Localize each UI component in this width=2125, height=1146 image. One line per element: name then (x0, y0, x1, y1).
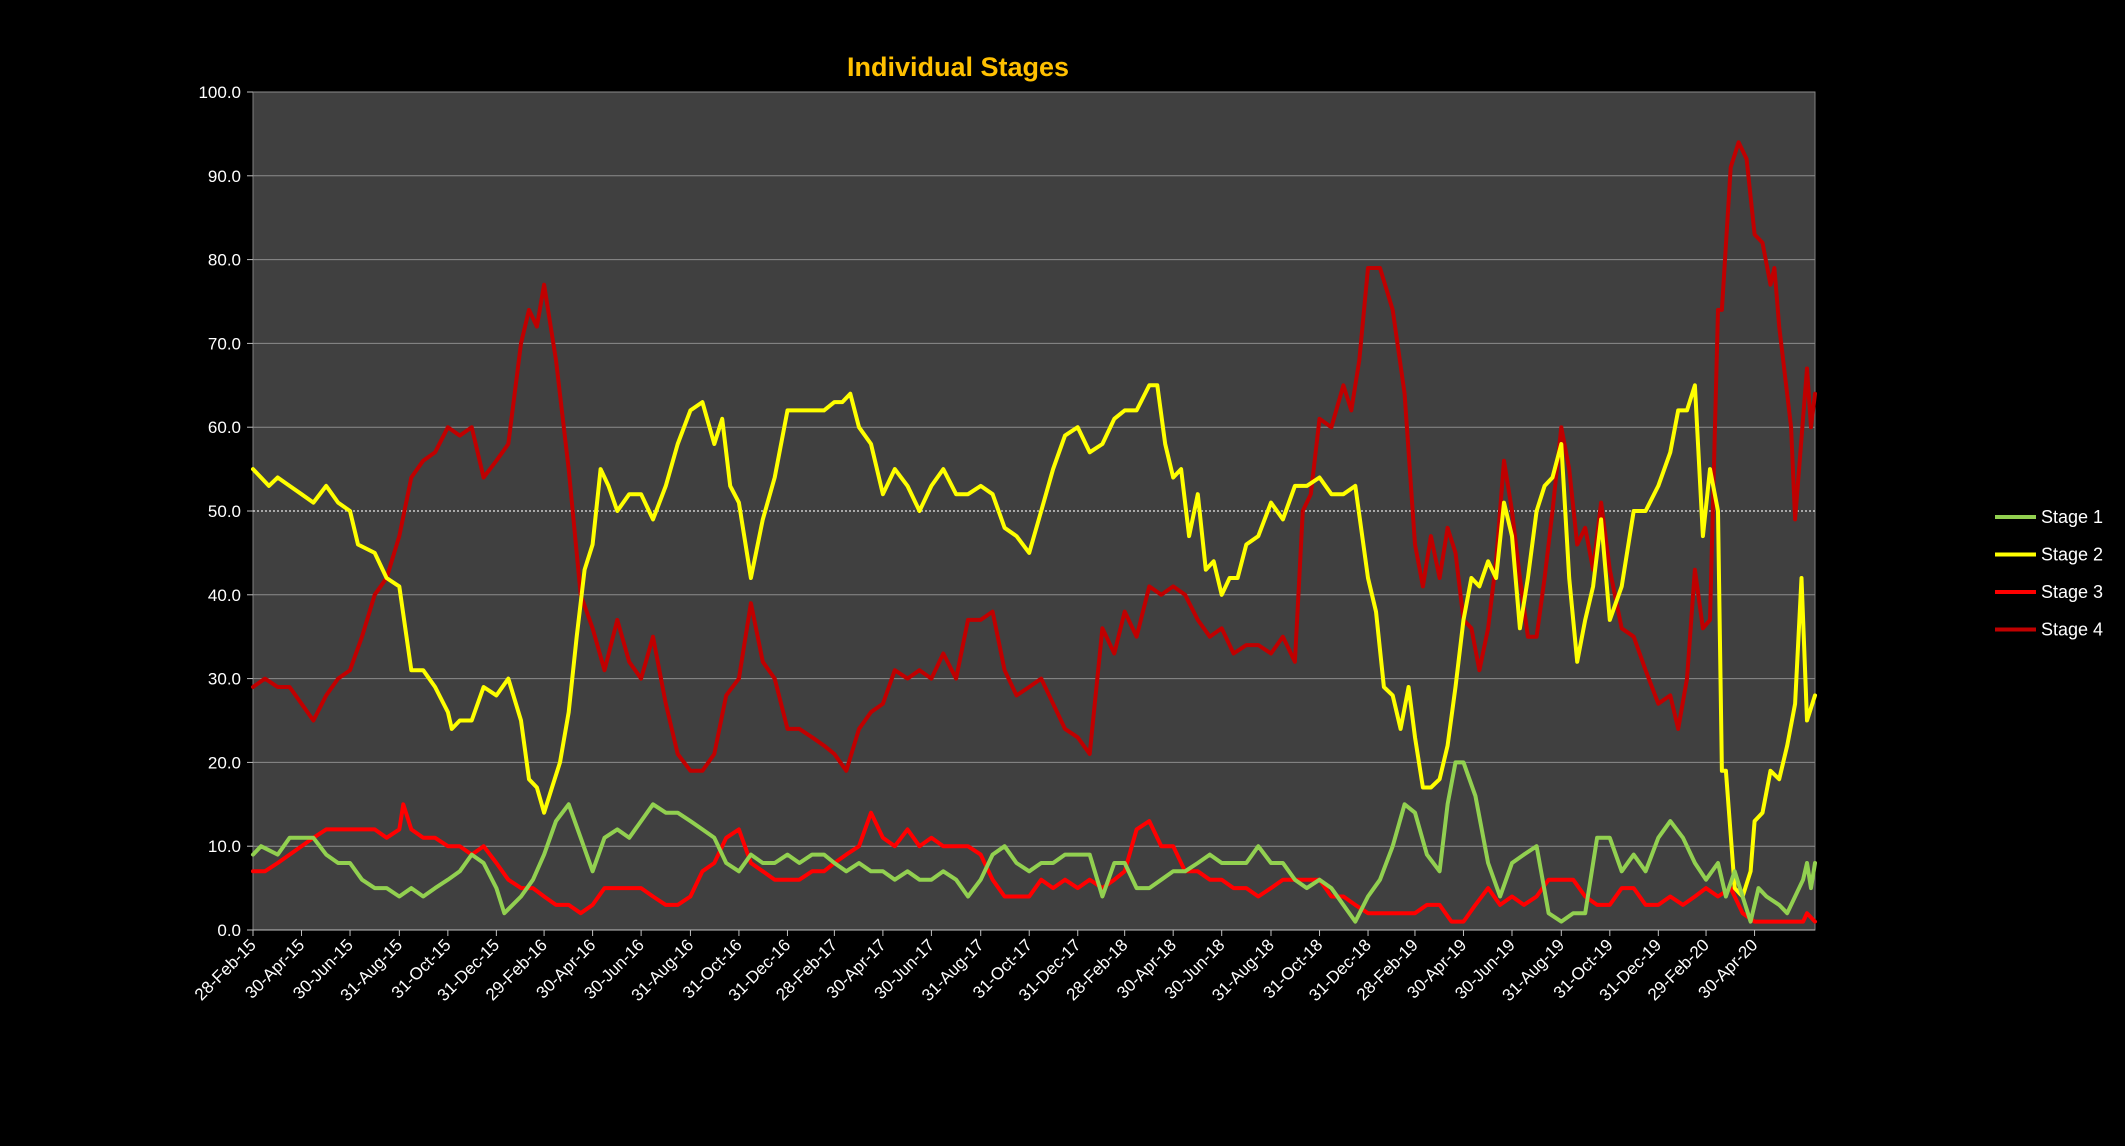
gridlines (253, 91, 1815, 847)
legend-label: Stage 3 (2041, 582, 2103, 602)
y-tick-label: 100.0 (198, 83, 241, 102)
y-tick-label: 50.0 (208, 502, 241, 521)
series-line-stage-1 (251, 760, 1817, 924)
series-line-stage-2 (251, 383, 1817, 899)
y-tick-label: 40.0 (208, 586, 241, 605)
series-lines (251, 140, 1817, 924)
y-tick-label: 90.0 (208, 167, 241, 186)
y-tick-label: 0.0 (217, 921, 241, 940)
chart-title: Individual Stages (847, 52, 1069, 82)
series-line-stage-4 (251, 140, 1817, 773)
legend-label: Stage 2 (2041, 545, 2103, 565)
legend-label: Stage 4 (2041, 620, 2103, 640)
legend-label: Stage 1 (2041, 507, 2103, 527)
y-tick-label: 20.0 (208, 753, 241, 772)
y-tick-label: 10.0 (208, 837, 241, 856)
y-tick-label: 80.0 (208, 251, 241, 270)
y-tick-label: 60.0 (208, 418, 241, 437)
legend: Stage 1 Stage 2 Stage 3 Stage 4 (1995, 507, 2103, 640)
y-tick-label: 30.0 (208, 670, 241, 689)
y-axis: 0.0 10.0 20.0 30.0 40.0 50.0 60.0 70.0 80.0 90.0 1… (198, 83, 1815, 940)
series-line-stage-3 (251, 802, 1817, 924)
y-tick-label: 70.0 (208, 334, 241, 353)
